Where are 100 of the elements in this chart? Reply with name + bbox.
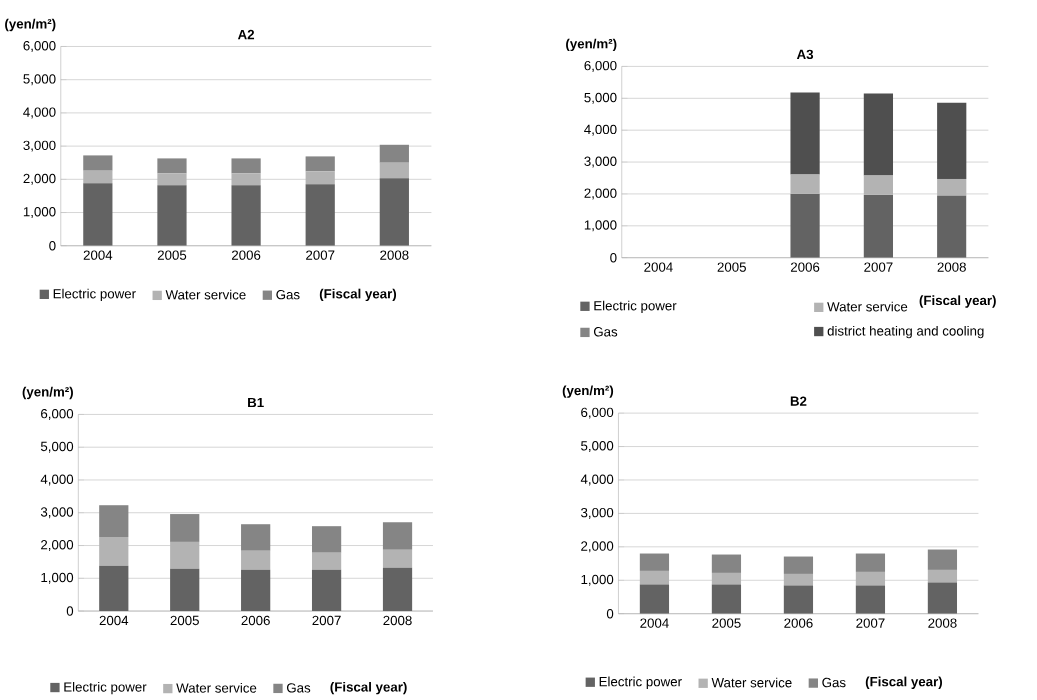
bar xyxy=(790,193,820,258)
bar xyxy=(382,567,413,612)
bar xyxy=(241,524,271,551)
bar xyxy=(855,585,886,614)
bar xyxy=(379,162,409,179)
y-tick-label: 4,000 xyxy=(580,474,614,486)
chart-title: A3 xyxy=(796,49,814,60)
chart-title: B1 xyxy=(248,397,264,408)
y-tick-label: 5,000 xyxy=(23,74,56,86)
bar xyxy=(311,569,342,612)
bar xyxy=(170,541,200,569)
legend-label: Electric power xyxy=(64,681,147,695)
bar xyxy=(937,195,967,258)
bar xyxy=(311,552,342,570)
bar xyxy=(639,570,670,585)
bar xyxy=(927,582,958,614)
bar xyxy=(927,569,958,583)
x-tick-label: 2007 xyxy=(312,615,341,626)
x-axis-title: (Fiscal year) xyxy=(319,288,397,302)
x-tick-label: 2005 xyxy=(157,250,187,260)
bar xyxy=(157,185,187,246)
bar xyxy=(639,584,670,614)
y-tick-label: 0 xyxy=(606,608,614,619)
x-tick-label: 2005 xyxy=(717,262,746,272)
legend-label: Electric power xyxy=(599,676,682,689)
bar xyxy=(99,565,129,612)
bar xyxy=(157,173,187,186)
y-tick-label: 1,000 xyxy=(581,574,614,586)
y-axis-title: (yen/m²) xyxy=(22,386,73,400)
legend-label: Gas xyxy=(822,677,846,688)
y-axis-title: (yen/m²) xyxy=(566,38,617,52)
x-axis-title: (Fiscal year) xyxy=(865,676,943,689)
x-tick-label: 2004 xyxy=(640,618,669,628)
legend-label: Gas xyxy=(286,683,311,693)
y-tick-label: 3,000 xyxy=(584,156,617,168)
bar xyxy=(937,102,967,179)
bar xyxy=(783,585,814,614)
bar xyxy=(863,93,894,176)
bar xyxy=(382,549,413,568)
y-tick-label: 2,000 xyxy=(581,541,614,553)
y-tick-label: 1,000 xyxy=(584,220,617,232)
x-tick-label: 2007 xyxy=(864,262,893,272)
legend-label: Water service xyxy=(165,289,246,300)
chart-title: B2 xyxy=(790,396,807,406)
bar xyxy=(863,194,894,258)
y-tick-label: 5,000 xyxy=(584,92,617,104)
legend-label: Gas xyxy=(276,289,300,300)
bar xyxy=(241,569,271,612)
legend-label: Gas xyxy=(593,327,618,337)
bar xyxy=(99,505,129,537)
y-tick-label: 4,000 xyxy=(40,474,74,486)
y-tick-label: 4,000 xyxy=(584,124,617,136)
bar xyxy=(305,156,335,172)
bar xyxy=(790,174,820,194)
y-axis-title: (yen/m²) xyxy=(5,18,56,32)
legend-label: district heating and cooling xyxy=(827,325,984,339)
bar xyxy=(790,92,820,175)
bar xyxy=(231,173,261,186)
x-tick-label: 2004 xyxy=(99,615,129,626)
x-tick-label: 2006 xyxy=(784,618,813,628)
bar xyxy=(639,553,670,571)
bar xyxy=(83,183,113,246)
bar xyxy=(711,584,742,614)
x-tick-label: 2008 xyxy=(383,615,412,626)
x-tick-label: 2007 xyxy=(306,250,335,260)
y-tick-label: 1,000 xyxy=(23,207,56,219)
bar xyxy=(170,514,200,542)
y-tick-label: 0 xyxy=(610,252,617,263)
y-tick-label: 3,000 xyxy=(40,507,74,519)
legend-label: Water service xyxy=(176,682,257,693)
bar xyxy=(157,158,187,174)
x-tick-label: 2005 xyxy=(712,618,741,628)
legend-label: Water service xyxy=(711,677,792,688)
y-tick-label: 2,000 xyxy=(41,540,74,551)
y-tick-label: 6,000 xyxy=(581,407,614,419)
x-tick-label: 2008 xyxy=(928,618,957,628)
bar xyxy=(855,571,886,586)
bar xyxy=(711,554,742,573)
y-axis-title: (yen/m²) xyxy=(562,385,614,398)
bar xyxy=(83,170,113,184)
y-tick-label: 6,000 xyxy=(584,60,617,72)
x-axis-title: (Fiscal year) xyxy=(330,681,407,695)
y-tick-label: 6,000 xyxy=(23,40,56,52)
bar xyxy=(382,522,413,550)
bar xyxy=(83,155,113,171)
bar xyxy=(241,550,271,570)
y-tick-label: 1,000 xyxy=(41,572,74,584)
y-tick-label: 5,000 xyxy=(581,441,614,453)
x-axis-title: (Fiscal year) xyxy=(919,295,996,308)
x-tick-label: 2008 xyxy=(380,250,409,260)
bar xyxy=(855,553,886,572)
bar xyxy=(711,572,742,585)
bar xyxy=(783,573,814,586)
y-tick-label: 3,000 xyxy=(23,140,56,152)
bar xyxy=(379,144,409,163)
y-tick-label: 2,000 xyxy=(584,188,617,200)
x-tick-label: 2006 xyxy=(231,250,261,260)
bar xyxy=(99,536,129,566)
x-tick-label: 2006 xyxy=(241,615,270,626)
legend-label: Water service xyxy=(827,301,908,312)
